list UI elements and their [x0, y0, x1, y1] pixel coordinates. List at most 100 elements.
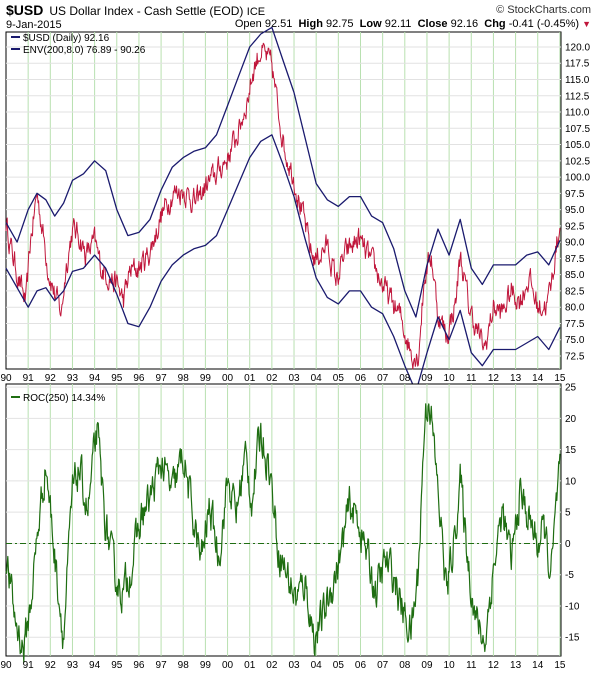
close-label: Close [417, 18, 448, 30]
x-tick-label: 15 [554, 660, 566, 671]
price-plot-frame [5, 31, 562, 370]
x-tick-label: 14 [532, 660, 544, 671]
y-tick-label: 100.0 [565, 173, 590, 184]
x-tick-label: 99 [200, 373, 212, 384]
y-tick-label: 0 [565, 539, 571, 550]
x-tick-label: 13 [510, 660, 522, 671]
low-label: Low [359, 18, 382, 30]
x-tick-label: 03 [288, 373, 300, 384]
x-tick-label: 06 [355, 373, 367, 384]
x-tick-label: 91 [23, 660, 35, 671]
x-tick-label: 95 [111, 660, 123, 671]
x-tick-label: 11 [466, 373, 477, 384]
y-tick-label: 10 [565, 476, 577, 487]
x-tick-label: 04 [311, 373, 323, 384]
x-tick-label: 94 [89, 660, 101, 671]
x-tick-label: 04 [311, 660, 323, 671]
x-tick-label: 02 [266, 660, 278, 671]
x-tick-label: 95 [111, 373, 123, 384]
x-tick-label: 15 [554, 373, 566, 384]
x-tick-label: 90 [0, 660, 12, 671]
x-tick-label: 05 [333, 373, 345, 384]
price-series-line [5, 42, 561, 370]
y-tick-label: 110.0 [565, 108, 590, 119]
roc-legend: ROC(250) 14.34% [11, 393, 105, 404]
date-label: 9-Jan-2015 [6, 19, 62, 31]
price-y-tick-labels: 72.5 75.0 77.5 80.0 82.5 85.0 87.5 90.0 92.5 95.0… [565, 42, 590, 362]
y-tick-label: 20 [565, 414, 577, 425]
x-tick-label: 00 [222, 373, 234, 384]
chg-value: -0.41 (-0.45%) [508, 18, 580, 30]
x-tick-label: 07 [377, 373, 389, 384]
x-tick-label: 09 [421, 373, 433, 384]
x-tick-label: 97 [156, 660, 168, 671]
x-tick-label: 08 [399, 660, 411, 671]
y-tick-label: 75.0 [565, 335, 585, 346]
legend-roc-label: ROC(250) 14.34% [23, 393, 105, 404]
x-tick-label: 90 [0, 373, 12, 384]
x-tick-label: 01 [244, 373, 256, 384]
x-tick-label: 94 [89, 373, 101, 384]
high-label: High [298, 18, 323, 30]
price-vertical-grid [27, 32, 561, 369]
x-tick-label: 02 [266, 373, 278, 384]
x-tick-label: 92 [45, 660, 57, 671]
y-tick-label: 82.5 [565, 286, 585, 297]
down-arrow-icon: ▼ [582, 19, 591, 29]
x-tick-label: 00 [222, 660, 234, 671]
y-tick-label: 5 [565, 508, 571, 519]
x-tick-label: 09 [421, 660, 433, 671]
y-tick-label: -15 [565, 633, 580, 644]
symbol-label: $USD [6, 2, 44, 18]
credit-label: © StockCharts.com [496, 4, 591, 16]
y-tick-label: -10 [565, 601, 580, 612]
x-tick-label: 92 [45, 373, 57, 384]
chart-title: $USD US Dollar Index - Cash Settle (EOD) … [6, 2, 265, 18]
x-tick-label: 93 [67, 373, 79, 384]
x-tick-label: 07 [377, 660, 389, 671]
high-value: 92.75 [326, 18, 354, 30]
x-tick-label: 97 [156, 373, 168, 384]
y-tick-label: 77.5 [565, 319, 585, 330]
close-value: 92.16 [450, 18, 479, 30]
price-series-group [5, 26, 561, 393]
roc-x-tick-labels: 90 91 92 93 94 95 96 97 98 99 00 01 02 03 04 05 06 07 08 09… [0, 660, 565, 671]
x-tick-label: 13 [510, 373, 522, 384]
x-tick-label: 10 [444, 373, 456, 384]
y-tick-label: 87.5 [565, 254, 585, 265]
upper-envelope-line [5, 26, 561, 318]
y-tick-label: 92.5 [565, 221, 585, 232]
y-tick-label: 97.5 [565, 189, 585, 200]
y-tick-label: 15 [565, 445, 577, 456]
x-tick-label: 08 [399, 373, 411, 384]
y-tick-label: 85.0 [565, 270, 585, 281]
y-tick-label: 120.0 [565, 42, 590, 53]
y-tick-label: 105.0 [565, 140, 590, 151]
x-tick-label: 98 [178, 660, 190, 671]
x-tick-label: 93 [67, 660, 79, 671]
x-tick-label: 91 [23, 373, 35, 384]
y-tick-label: 107.5 [565, 124, 590, 135]
price-horizontal-grid [6, 46, 561, 357]
exchange-label: ICE [246, 6, 266, 18]
x-tick-label: 03 [288, 660, 300, 671]
x-tick-label: 96 [133, 373, 145, 384]
y-tick-label: 25 [565, 383, 577, 394]
x-tick-label: 06 [355, 660, 367, 671]
instrument-name: US Dollar Index - Cash Settle (EOD) [49, 4, 244, 18]
x-tick-label: 11 [466, 660, 477, 671]
y-tick-label: 80.0 [565, 303, 585, 314]
y-tick-label: 115.0 [565, 75, 590, 86]
legend-envelope-label: ENV(200,8.0) 76.89 - 90.26 [23, 45, 146, 56]
low-value: 92.11 [384, 18, 412, 30]
x-tick-label: 12 [488, 373, 500, 384]
open-label: Open [234, 18, 262, 30]
x-tick-label: 10 [444, 660, 456, 671]
y-tick-label: 117.5 [565, 59, 590, 70]
y-tick-label: 72.5 [565, 351, 585, 362]
y-tick-label: 112.5 [565, 91, 590, 102]
x-tick-label: 96 [133, 660, 145, 671]
x-tick-label: 14 [532, 373, 544, 384]
roc-y-tick-labels: -15 -10 -5 0 5 10 15 20 25 [565, 383, 580, 644]
